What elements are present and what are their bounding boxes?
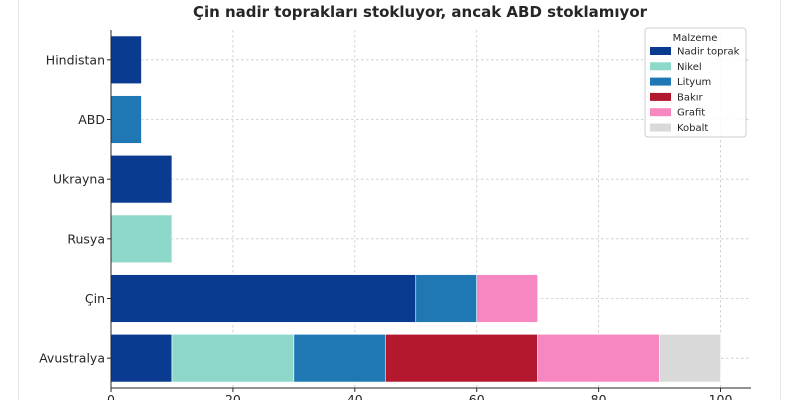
bar-nadir-toprak (110, 155, 173, 204)
legend-label: Bakır (677, 92, 704, 103)
y-tick-label: Rusya (67, 231, 105, 246)
bar-bak-r (384, 333, 538, 383)
bar-nadir-toprak (110, 333, 173, 383)
bar-kobalt (659, 333, 721, 383)
bar-nikel (110, 214, 173, 263)
legend: Malzeme Nadir toprak Nikel Lityum Bakır Graf… (644, 27, 747, 138)
y-tick-label: Avustralya (39, 351, 105, 366)
chart-title: Çin nadir toprakları stokluyor, ancak AB… (193, 3, 648, 21)
legend-swatch (650, 47, 671, 55)
legend-label: Nadir toprak (677, 47, 740, 58)
bar-grafit (476, 274, 538, 323)
bar-grafit (537, 333, 660, 383)
y-tick-label: Hindistan (46, 52, 105, 67)
bar-nadir-toprak (110, 35, 142, 85)
legend-label: Nikel (677, 62, 702, 73)
bar-nikel (171, 333, 295, 383)
legend-title: Malzeme (673, 33, 718, 44)
legend-swatch (650, 92, 671, 101)
legend-label: Lityum (677, 77, 711, 88)
x-tick-label: 80 (591, 392, 607, 400)
legend-items: Nadir toprak Nikel Lityum Bakır Grafit Kobalt (650, 47, 740, 134)
x-tick-label: 60 (469, 392, 485, 400)
bar-lityum (110, 95, 142, 144)
y-tick-label: Çin (85, 291, 105, 306)
x-tick-label: 20 (225, 392, 241, 400)
y-tick-label: Ukrayna (53, 172, 105, 187)
bar-lityum (415, 274, 478, 323)
x-tick-label: 40 (347, 392, 363, 400)
legend-swatch (650, 108, 671, 117)
x-tick-label: 100 (709, 392, 733, 400)
x-tick-label: 0 (107, 392, 115, 400)
bars (110, 35, 721, 383)
axes: Avustralya Çin Rusya Ukrayna ABD Hindistan 0 20… (39, 30, 751, 400)
legend-swatch (650, 77, 671, 86)
legend-swatch (650, 62, 671, 71)
legend-label: Kobalt (677, 123, 708, 134)
legend-swatch (650, 123, 671, 132)
chart-frame (18, 0, 781, 400)
bar-nadir-toprak (110, 274, 417, 323)
y-tick-label: ABD (78, 112, 105, 127)
legend-label: Grafit (677, 108, 705, 119)
bar-lityum (293, 333, 386, 383)
